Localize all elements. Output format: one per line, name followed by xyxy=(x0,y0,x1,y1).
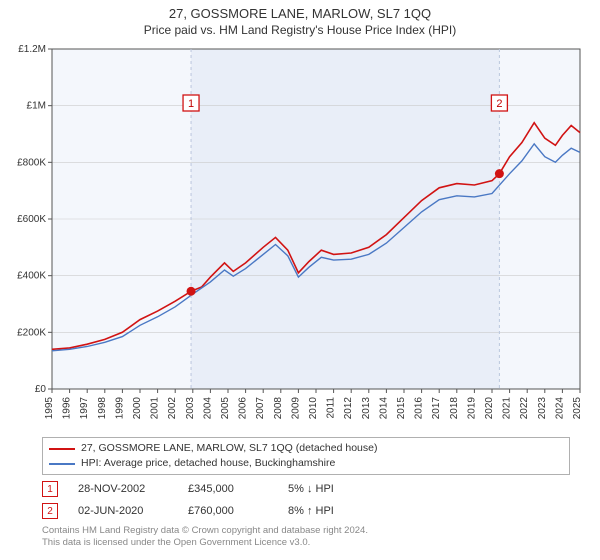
sale-marker-icon: 1 xyxy=(42,481,58,497)
down-arrow-icon: ↓ xyxy=(307,483,313,495)
svg-text:2008: 2008 xyxy=(273,397,284,420)
svg-text:1999: 1999 xyxy=(114,397,125,420)
svg-text:2024: 2024 xyxy=(554,397,565,420)
footer-line: Contains HM Land Registry data © Crown c… xyxy=(42,525,570,537)
svg-text:2007: 2007 xyxy=(255,397,266,420)
svg-text:1997: 1997 xyxy=(79,397,90,420)
legend-item-hpi: HPI: Average price, detached house, Buck… xyxy=(49,456,563,471)
up-arrow-icon: ↑ xyxy=(307,505,313,517)
chart-subtitle: Price paid vs. HM Land Registry's House … xyxy=(0,21,600,41)
svg-text:2006: 2006 xyxy=(238,397,249,420)
svg-text:2010: 2010 xyxy=(308,397,319,420)
svg-text:2021: 2021 xyxy=(502,397,513,420)
footer-line: This data is licensed under the Open Gov… xyxy=(42,537,570,549)
svg-text:2005: 2005 xyxy=(220,397,231,420)
sale-date: 02-JUN-2020 xyxy=(78,505,168,517)
sale-entry-2: 2 02-JUN-2020 £760,000 8% ↑ HPI xyxy=(42,503,570,519)
sale-price: £760,000 xyxy=(188,505,268,517)
svg-text:£1M: £1M xyxy=(27,101,46,112)
legend-item-property: 27, GOSSMORE LANE, MARLOW, SL7 1QQ (deta… xyxy=(49,441,563,456)
chart-area: £0 £200K £400K £600K £800K £1M £1.2M 1995 1996 19… xyxy=(0,41,600,431)
sale-entry-1: 1 28-NOV-2002 £345,000 5% ↓ HPI xyxy=(42,481,570,497)
sale-marker-icon: 2 xyxy=(42,503,58,519)
svg-text:2017: 2017 xyxy=(431,397,442,420)
svg-text:2004: 2004 xyxy=(202,397,213,420)
svg-text:2019: 2019 xyxy=(466,397,477,420)
legend-label: 27, GOSSMORE LANE, MARLOW, SL7 1QQ (deta… xyxy=(81,441,377,456)
svg-text:2020: 2020 xyxy=(484,397,495,420)
svg-text:2003: 2003 xyxy=(185,397,196,420)
svg-text:2018: 2018 xyxy=(449,397,460,420)
svg-text:2012: 2012 xyxy=(343,397,354,420)
sale-date: 28-NOV-2002 xyxy=(78,483,168,495)
svg-text:1: 1 xyxy=(188,98,194,110)
sale-pct: 5% ↓ HPI xyxy=(288,483,334,495)
svg-text:1998: 1998 xyxy=(97,397,108,420)
svg-text:£800K: £800K xyxy=(17,157,46,168)
sale-pct: 8% ↑ HPI xyxy=(288,505,334,517)
svg-text:£600K: £600K xyxy=(17,214,46,225)
svg-text:£200K: £200K xyxy=(17,327,46,338)
svg-text:2001: 2001 xyxy=(150,397,161,420)
svg-text:2023: 2023 xyxy=(537,397,548,420)
legend-swatch xyxy=(49,463,75,465)
chart-title: 27, GOSSMORE LANE, MARLOW, SL7 1QQ xyxy=(0,0,600,21)
legend-swatch xyxy=(49,448,75,450)
svg-text:2: 2 xyxy=(496,98,502,110)
svg-text:2016: 2016 xyxy=(414,397,425,420)
svg-text:1996: 1996 xyxy=(62,397,73,420)
svg-text:2002: 2002 xyxy=(167,397,178,420)
svg-text:2015: 2015 xyxy=(396,397,407,420)
line-chart: £0 £200K £400K £600K £800K £1M £1.2M 1995 1996 19… xyxy=(0,41,600,431)
svg-text:2013: 2013 xyxy=(361,397,372,420)
legend-label: HPI: Average price, detached house, Buck… xyxy=(81,456,335,471)
svg-text:1995: 1995 xyxy=(44,397,55,420)
svg-text:2000: 2000 xyxy=(132,397,143,420)
svg-text:2011: 2011 xyxy=(326,397,337,419)
svg-text:£1.2M: £1.2M xyxy=(18,44,46,55)
svg-text:£400K: £400K xyxy=(17,271,46,282)
svg-text:2009: 2009 xyxy=(290,397,301,420)
svg-text:2014: 2014 xyxy=(378,397,389,420)
footer: Contains HM Land Registry data © Crown c… xyxy=(42,525,570,549)
svg-text:£0: £0 xyxy=(35,384,47,395)
sale-price: £345,000 xyxy=(188,483,268,495)
svg-text:2022: 2022 xyxy=(519,397,530,420)
svg-text:2025: 2025 xyxy=(572,397,583,420)
legend: 27, GOSSMORE LANE, MARLOW, SL7 1QQ (deta… xyxy=(42,437,570,475)
